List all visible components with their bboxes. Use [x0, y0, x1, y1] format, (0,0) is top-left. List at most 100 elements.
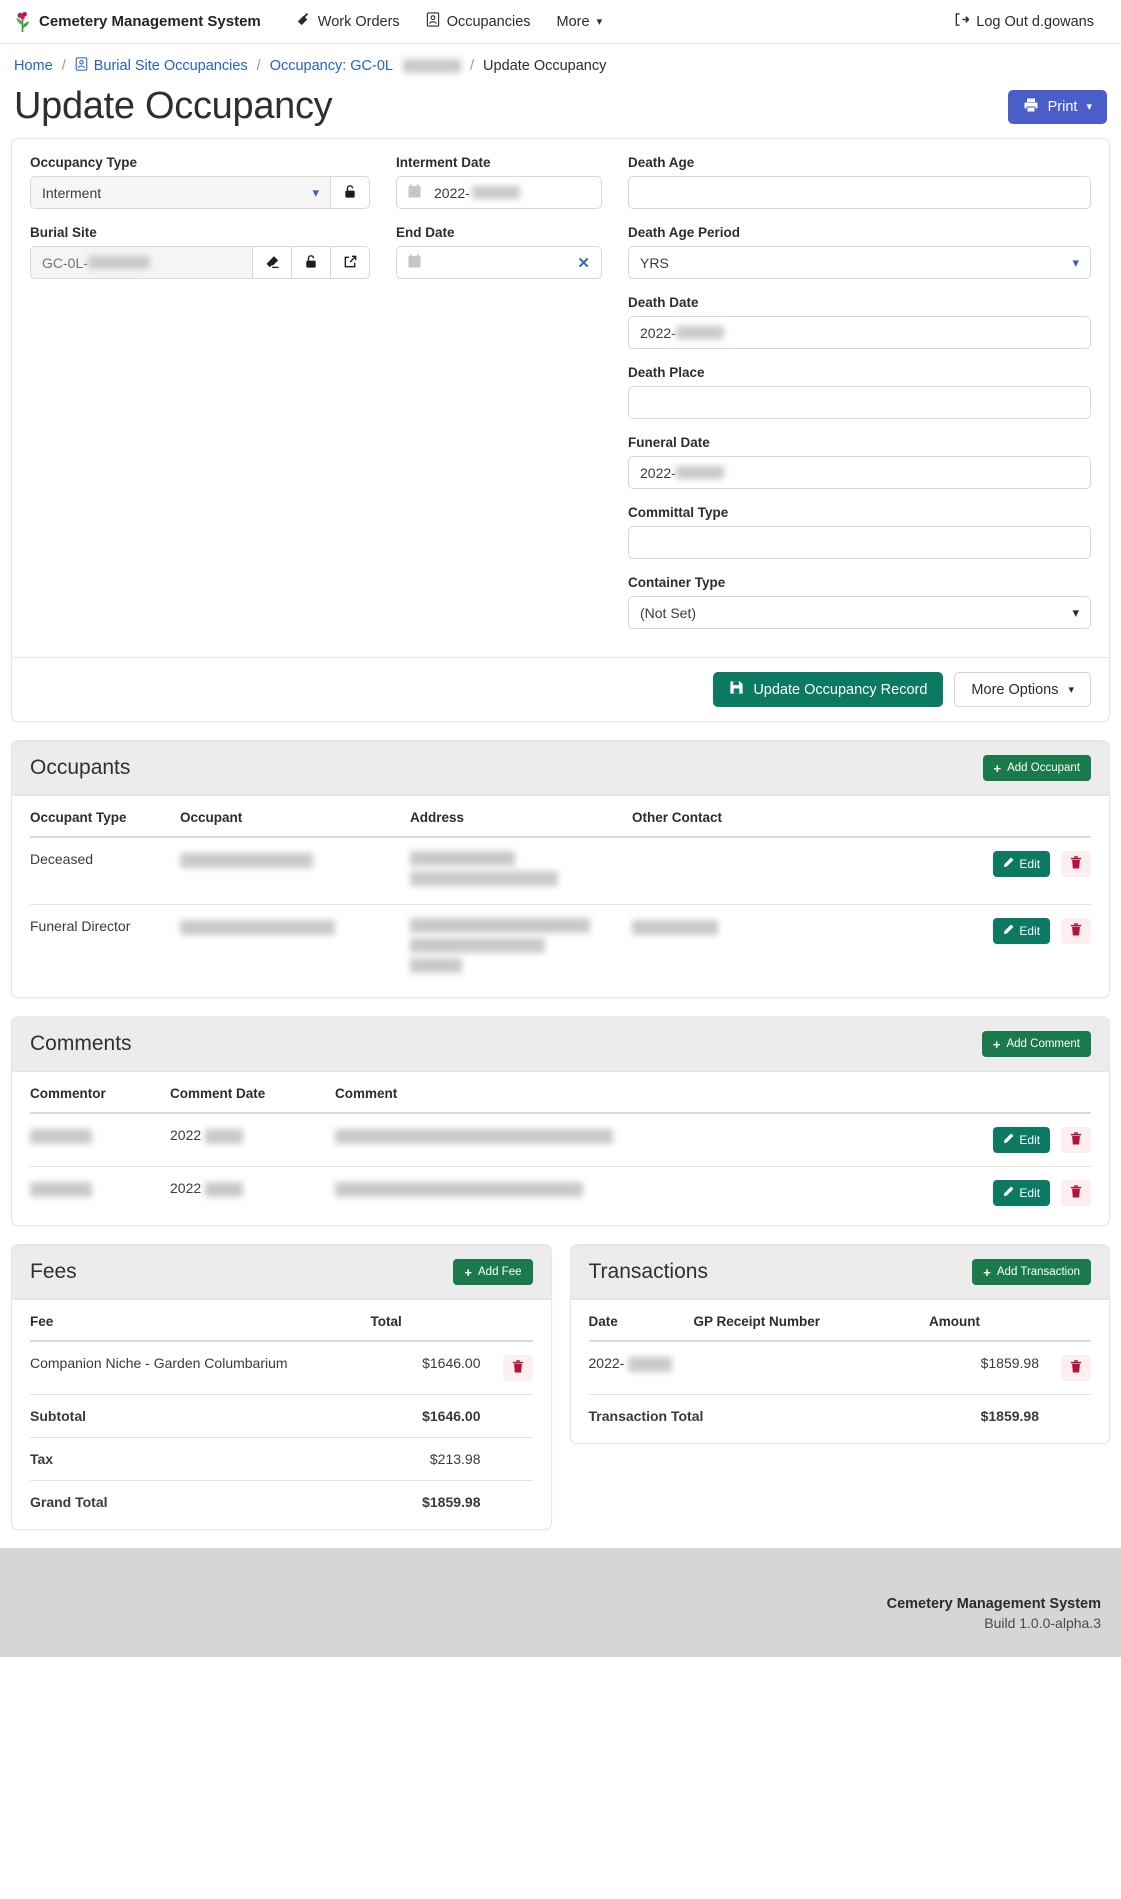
fees-card: Fees + Add Fee Fee Total Companion Niche…: [11, 1244, 552, 1530]
death-age-period-select[interactable]: YRS ▾: [628, 246, 1091, 279]
logout-button[interactable]: Log Out d.gowans: [941, 0, 1107, 44]
more-options-button[interactable]: More Options ▾: [954, 672, 1091, 707]
fees-table: Fee Total Companion Niche - Garden Colum…: [30, 1300, 533, 1523]
tax-value: $213.98: [370, 1437, 481, 1481]
comments-card: Comments + Add Comment Commentor Comment…: [11, 1016, 1110, 1226]
death-age-period-label: Death Age Period: [628, 225, 741, 240]
external-link-icon: [343, 254, 358, 272]
redacted-comment-date: [205, 1181, 244, 1197]
nav-occupancies-label: Occupancies: [446, 13, 531, 30]
eraser-icon: [265, 254, 280, 272]
burial-site-input[interactable]: GC-0L-: [30, 246, 253, 279]
delete-occupant-button[interactable]: [1061, 851, 1091, 877]
transaction-date-value: 2022-: [588, 1355, 625, 1371]
interment-date-input[interactable]: 2022-: [396, 176, 602, 209]
container-type-select[interactable]: (Not Set) ▾: [628, 596, 1091, 629]
delete-fee-button[interactable]: [502, 1355, 533, 1381]
edit-occupant-button[interactable]: Edit: [993, 851, 1051, 877]
col-other-contact: Other Contact: [632, 796, 961, 838]
field-death-date: Death Date 2022-: [628, 295, 1091, 349]
top-navbar: Cemetery Management System Work Orders O…: [0, 0, 1121, 44]
table-row: Deceased: [30, 837, 1091, 905]
nav-occupancies[interactable]: Occupancies: [413, 0, 544, 44]
calendar-icon: [408, 254, 421, 271]
form-actions: Update Occupancy Record More Options ▾: [12, 657, 1109, 721]
occupant-actions-cell: Edit: [961, 905, 1091, 992]
table-row: Transaction Total $1859.98: [589, 1395, 1092, 1438]
nav-more[interactable]: More ▾: [544, 0, 616, 44]
death-place-input[interactable]: [628, 386, 1091, 419]
fees-transactions-row: Fees + Add Fee Fee Total Companion Niche…: [0, 1244, 1121, 1548]
comment-date-cell: 2022: [170, 1167, 335, 1220]
delete-comment-button[interactable]: [1061, 1127, 1091, 1153]
end-date-input[interactable]: ✕: [396, 246, 602, 279]
occupants-title: Occupants: [30, 756, 131, 779]
calendar-icon: [408, 184, 421, 201]
occupancy-type-lock-button[interactable]: [331, 176, 370, 209]
flower-logo-icon: [14, 11, 31, 33]
burial-site-clear-button[interactable]: [253, 246, 292, 279]
logout-icon: [954, 12, 970, 31]
occupancy-form: Occupancy Type Interment ▾: [12, 139, 1109, 645]
edit-occupant-button[interactable]: Edit: [993, 918, 1051, 944]
delete-occupant-button[interactable]: [1061, 918, 1091, 944]
edit-comment-button[interactable]: Edit: [993, 1180, 1051, 1206]
breadcrumb-burial-site-occupancies[interactable]: Burial Site Occupancies: [75, 57, 248, 75]
fees-header-row: Fee Total: [30, 1300, 533, 1342]
spacer-cell: [1039, 1395, 1091, 1438]
col-gp-receipt-number: GP Receipt Number: [693, 1300, 929, 1342]
field-committal-type: Committal Type: [628, 505, 1091, 559]
edit-label: Edit: [1019, 857, 1041, 871]
breadcrumb-home[interactable]: Home: [14, 58, 53, 74]
brand-logo[interactable]: Cemetery Management System: [14, 11, 261, 33]
death-age-period-value: YRS: [640, 254, 669, 271]
delete-comment-button[interactable]: [1061, 1180, 1091, 1206]
redacted-funeral-date: [675, 466, 724, 479]
breadcrumb-separator: /: [256, 58, 261, 74]
edit-comment-button[interactable]: Edit: [993, 1127, 1051, 1153]
end-date-label: End Date: [396, 225, 455, 240]
trash-icon: [1070, 923, 1082, 939]
col-actions: [1039, 1300, 1091, 1342]
table-row: Tax $213.98: [30, 1437, 533, 1481]
col-commentor: Commentor: [30, 1072, 170, 1114]
print-button[interactable]: Print ▾: [1007, 89, 1107, 124]
add-comment-button[interactable]: + Add Comment: [981, 1031, 1091, 1057]
breadcrumb-occupancy[interactable]: Occupancy: GC-0L: [270, 58, 461, 74]
table-row: Grand Total $1859.98: [30, 1481, 533, 1524]
comment-date-value: 2022: [170, 1127, 202, 1143]
table-row: Subtotal $1646.00: [30, 1394, 533, 1438]
death-date-input[interactable]: 2022-: [628, 316, 1091, 349]
funeral-date-input[interactable]: 2022-: [628, 456, 1091, 489]
comments-table: Commentor Comment Date Comment 2022: [30, 1072, 1091, 1219]
burial-site-open-button[interactable]: [331, 246, 370, 279]
delete-transaction-button[interactable]: [1061, 1355, 1091, 1381]
trash-icon: [1070, 1360, 1082, 1376]
redacted-death-date: [675, 326, 724, 339]
chevron-down-icon: ▾: [596, 16, 603, 28]
comment-actions-cell: Edit: [961, 1113, 1091, 1167]
save-icon: [729, 680, 744, 699]
transaction-date-cell: 2022-: [588, 1341, 694, 1395]
occupancy-type-label: Occupancy Type: [30, 155, 138, 170]
add-occupant-button[interactable]: + Add Occupant: [982, 755, 1091, 781]
death-age-input[interactable]: [628, 176, 1091, 209]
burial-site-lock-button[interactable]: [292, 246, 331, 279]
occupancy-type-select[interactable]: Interment ▾: [30, 176, 331, 209]
field-funeral-date: Funeral Date 2022-: [628, 435, 1091, 489]
redacted-address-line: [410, 918, 590, 933]
fee-name-cell: Companion Niche - Garden Columbarium: [30, 1341, 371, 1395]
transactions-title: Transactions: [588, 1260, 708, 1283]
add-transaction-button[interactable]: + Add Transaction: [972, 1259, 1091, 1285]
breadcrumb-current: Update Occupancy: [483, 58, 607, 74]
occupancy-icon: [75, 57, 88, 75]
nav-work-orders[interactable]: Work Orders: [283, 0, 413, 44]
occupant-address-cell: [410, 905, 632, 992]
committal-type-input[interactable]: [628, 526, 1091, 559]
end-date-clear-button[interactable]: ✕: [577, 254, 590, 272]
col-comment-date: Comment Date: [170, 1072, 335, 1114]
update-occupancy-record-button[interactable]: Update Occupancy Record: [713, 672, 944, 707]
add-fee-button[interactable]: + Add Fee: [453, 1259, 533, 1285]
chevron-down-icon: ▾: [1068, 684, 1074, 696]
breadcrumb-separator: /: [61, 58, 66, 74]
